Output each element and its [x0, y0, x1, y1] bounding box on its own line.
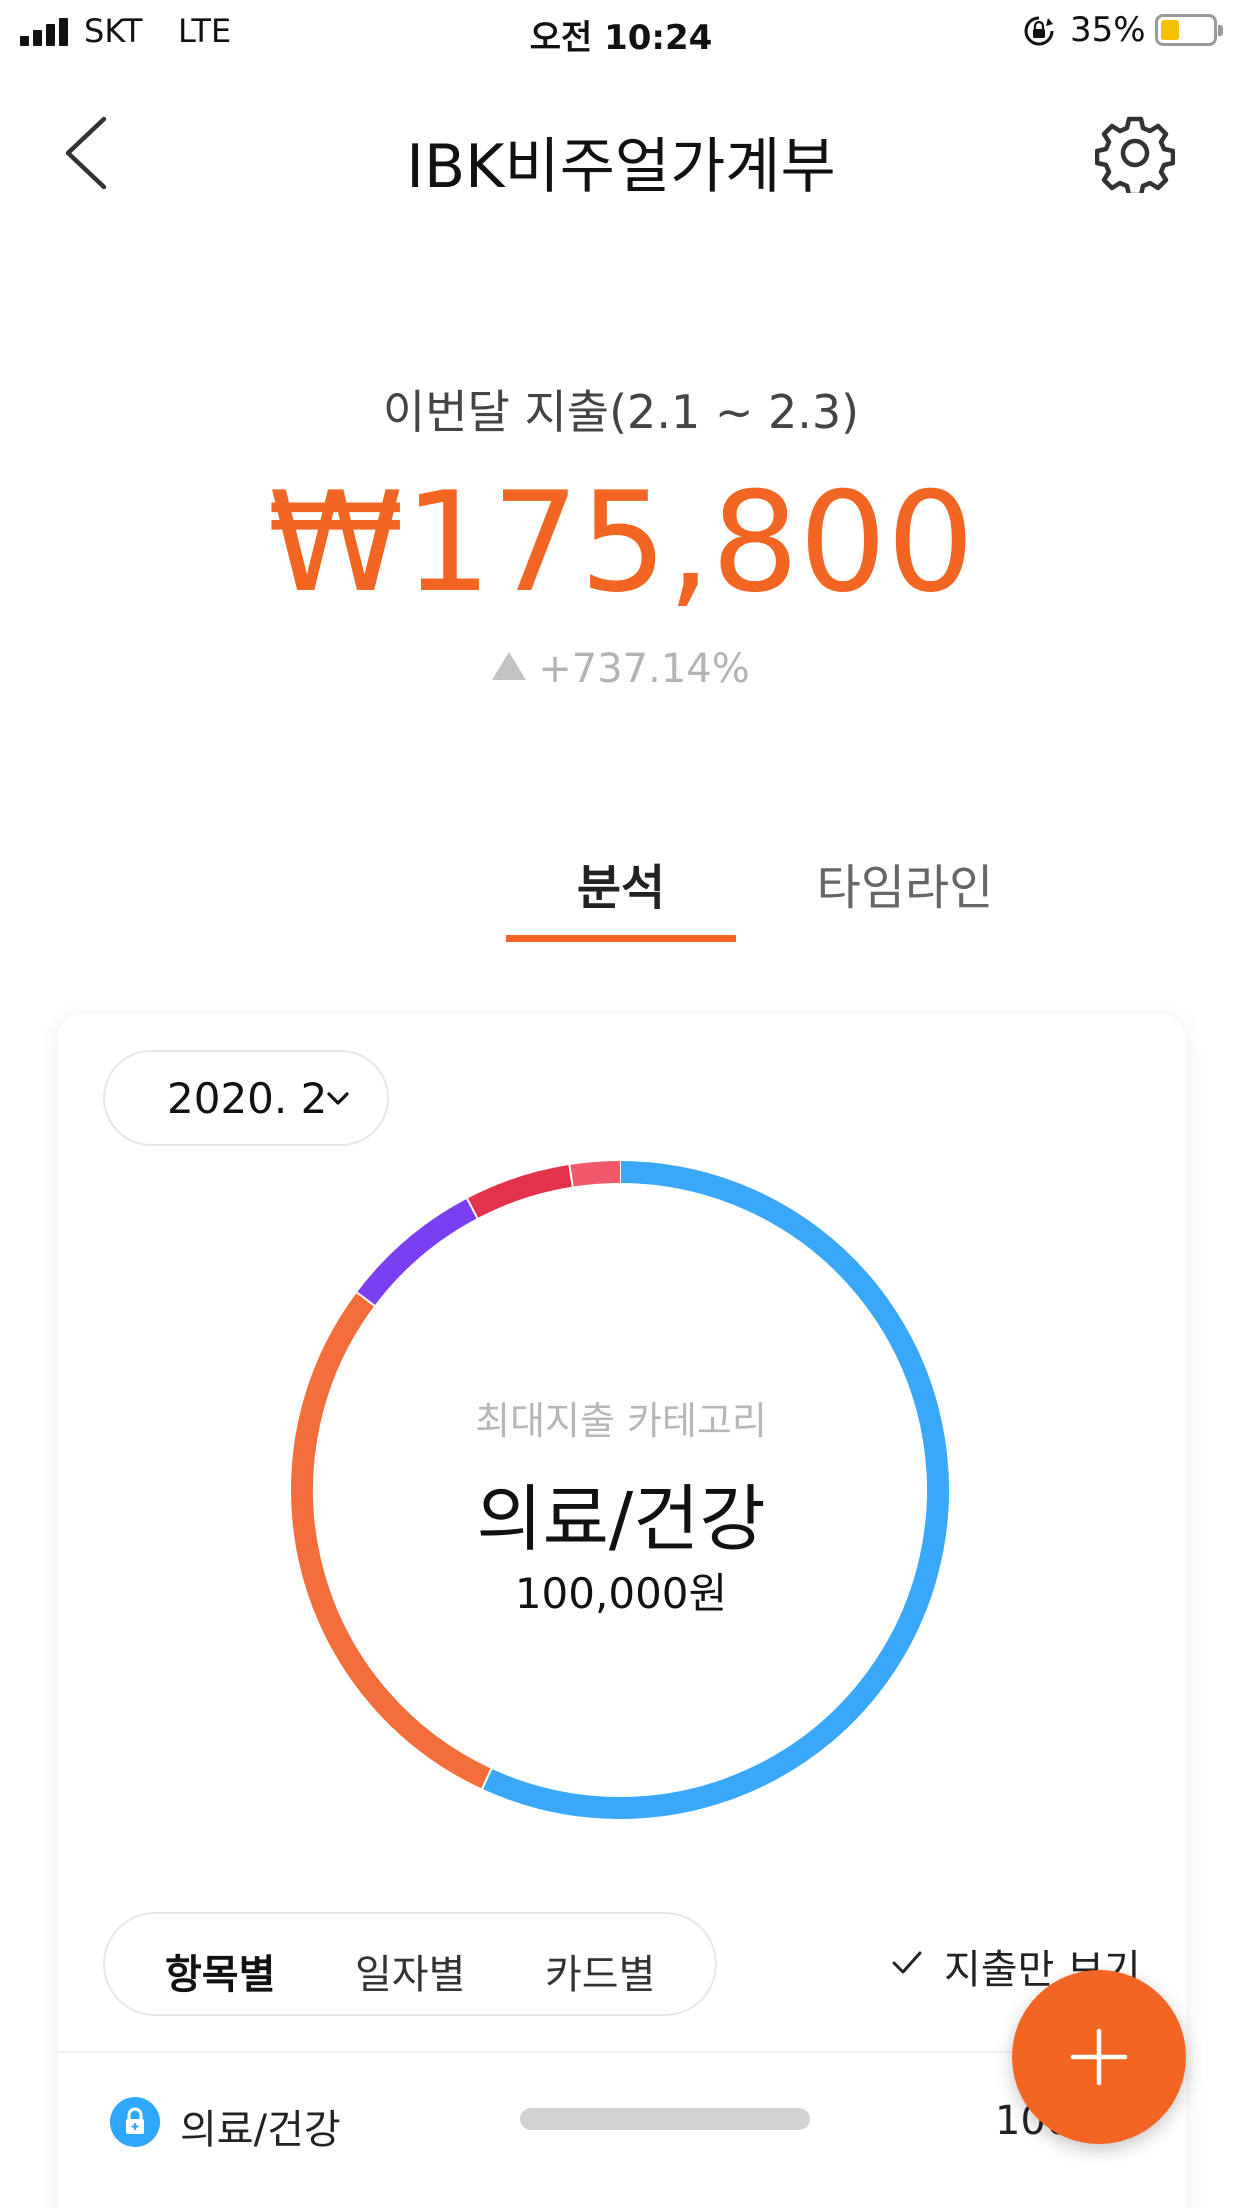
plus-icon: [1070, 2028, 1128, 2086]
donut-separator-4: [568, 1163, 574, 1188]
status-time: 오전 10:24: [529, 18, 713, 58]
month-value: 2020. 2: [167, 1074, 328, 1123]
view-mode-selector: 항목별 일자별 카드별: [103, 1912, 717, 2016]
view-by-card[interactable]: 카드별: [545, 1952, 656, 1998]
donut-segment-4: [569, 1161, 621, 1187]
battery-icon: [1155, 14, 1223, 46]
triangle-up-icon: [492, 652, 527, 680]
active-tab-indicator: [506, 935, 736, 942]
top-category-name: 의료/건강: [476, 1477, 766, 1561]
add-button[interactable]: [1012, 1970, 1186, 2144]
monthly-spend-label: 이번달 지출(2.1 ~ 2.3): [382, 385, 860, 439]
lock-icon: [110, 2097, 160, 2147]
donut-separator-3: [465, 1197, 479, 1220]
donut-segment-3: [467, 1164, 573, 1219]
list-item-bar: [520, 2108, 810, 2130]
view-by-category[interactable]: 항목별: [165, 1952, 276, 1998]
donut-segment-2: [356, 1198, 478, 1306]
change-rate-value: +737.14%: [538, 646, 750, 692]
top-category-value: 100,000원: [514, 1569, 728, 1618]
donut-separator-2: [355, 1291, 376, 1308]
analysis-card: [58, 1014, 1186, 2208]
gear-icon[interactable]: [1095, 113, 1175, 193]
status-bar: SKT LTE 오전 10:24 35%: [0, 0, 1242, 62]
battery-percent: 35%: [1070, 10, 1146, 50]
donut-segment-1: [291, 1292, 492, 1789]
month-selector[interactable]: 2020. 2: [103, 1050, 389, 1146]
donut-caption: 최대지출 카테고리: [475, 1399, 767, 1443]
list-item-label: 의료/건강: [180, 2107, 341, 2153]
network-type: LTE: [178, 12, 232, 50]
view-by-date[interactable]: 일자별: [355, 1952, 466, 1998]
battery-fill: [1161, 20, 1179, 40]
signal-icon: [20, 18, 72, 46]
rotation-lock-icon: [1024, 16, 1054, 46]
donut-segment-0: [482, 1161, 949, 1819]
category-donut-chart: [291, 1160, 949, 1819]
check-icon[interactable]: [890, 1945, 924, 1979]
carrier-name: SKT: [84, 12, 143, 50]
chevron-left-icon[interactable]: [60, 115, 120, 191]
page-title: IBK비주얼가계부: [406, 132, 836, 202]
divider: [58, 2051, 1186, 2053]
chevron-down-icon: [327, 1092, 349, 1105]
monthly-spend-amount: ₩175,800: [267, 462, 975, 623]
tab-analysis[interactable]: 분석: [576, 860, 666, 916]
donut-separator-1: [480, 1767, 493, 1791]
change-rate: +737.14%: [0, 646, 1242, 692]
tab-timeline[interactable]: 타임라인: [816, 860, 994, 916]
